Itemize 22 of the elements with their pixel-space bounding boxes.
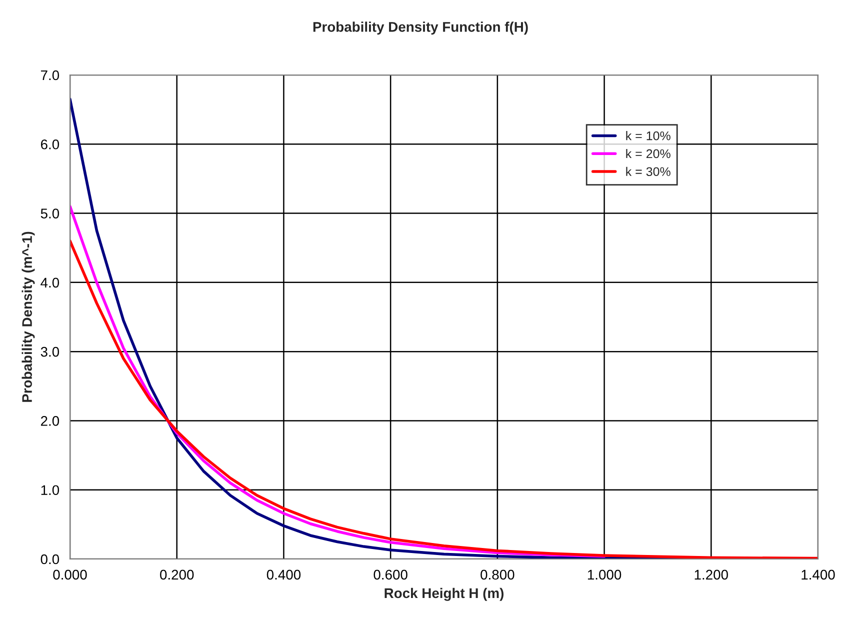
- y-tick-label: 6.0: [40, 139, 60, 150]
- x-tick-label: 0.800: [480, 570, 514, 580]
- x-tick-label: 0.200: [160, 570, 194, 580]
- x-tick-label: 1.200: [694, 570, 728, 580]
- legend-label: k = 20%: [626, 148, 670, 158]
- legend-label: k = 30%: [626, 166, 670, 176]
- x-tick-label: 1.400: [802, 570, 835, 580]
- legend-label: k = 10%: [626, 131, 670, 140]
- x-axis-title: Rock Height H (m): [384, 588, 504, 601]
- x-tick-label: 1.000: [588, 570, 622, 580]
- y-tick-label: 5.0: [40, 208, 60, 218]
- chart-title: Probability Density Function f(H): [313, 22, 528, 35]
- x-tick-label: 0.000: [53, 570, 87, 580]
- y-tick-label: 3.0: [40, 346, 60, 357]
- x-tick-label: 0.400: [266, 570, 301, 580]
- y-tick-label: 7.0: [40, 70, 60, 80]
- y-tick-label: 1.0: [41, 485, 60, 496]
- y-axis-title: Probability Density (m^-1): [22, 232, 35, 402]
- y-tick-label: 4.0: [40, 278, 60, 288]
- x-tick-label: 0.600: [374, 570, 408, 580]
- y-tick-label: 0.0: [40, 554, 60, 564]
- y-tick-label: 2.0: [40, 416, 60, 426]
